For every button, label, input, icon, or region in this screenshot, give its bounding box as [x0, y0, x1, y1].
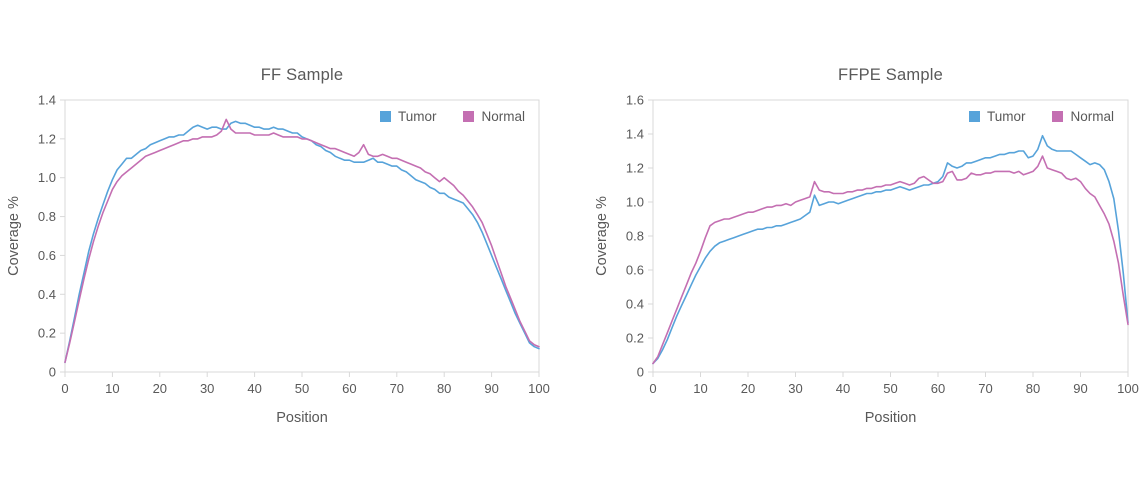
x-tick-label: 80: [437, 381, 451, 396]
x-tick-label: 60: [342, 381, 356, 396]
x-tick-label: 70: [978, 381, 992, 396]
x-tick-label: 70: [390, 381, 404, 396]
legend-label-normal: Normal: [1070, 109, 1114, 124]
y-tick-label: 1.0: [626, 195, 644, 210]
y-tick-label: 0.6: [38, 248, 56, 263]
y-tick-label: 1.0: [38, 170, 56, 185]
y-tick-label: 1.2: [38, 131, 56, 146]
y-tick-label: 0.4: [626, 297, 644, 312]
x-tick-label: 20: [153, 381, 167, 396]
legend-label-tumor: Tumor: [397, 109, 437, 124]
x-tick-label: 50: [295, 381, 309, 396]
legend-item-normal[interactable]: Normal: [463, 109, 525, 124]
x-tick-label: 20: [741, 381, 755, 396]
x-tick-label: 40: [836, 381, 850, 396]
y-tick-label: 0.2: [38, 326, 56, 341]
ffpe-sample-chart: FFPE Sample 0 0.2 0.4 0.6 0.8 1.0 1.2 1.4 1.6 0 10…: [570, 0, 1140, 500]
x-tick-label: 90: [1073, 381, 1087, 396]
y-tick-label: 1.4: [626, 127, 644, 142]
x-tick-label: 30: [788, 381, 802, 396]
legend-label-normal: Normal: [481, 109, 525, 124]
tumor-swatch-icon: [968, 111, 980, 122]
legend: Tumor Normal: [968, 109, 1114, 124]
y-tick-label: 0: [637, 365, 644, 380]
tumor-line: [64, 120, 540, 364]
plot-border: [652, 99, 1129, 373]
x-tick-label: 0: [649, 381, 656, 396]
x-axis-label: Position: [864, 410, 917, 426]
x-axis-label: Position: [276, 410, 328, 426]
x-tick-label: 0: [61, 381, 68, 396]
chart-title: FFPE Sample: [838, 66, 943, 84]
legend-item-normal[interactable]: Normal: [1052, 109, 1114, 124]
chart-title: FF Sample: [260, 66, 344, 84]
plot-area: 0 0.2 0.4 0.6 0.8 1.0 1.2 1.4 1.6 0 10 20 30 40 50 60 70…: [626, 93, 1139, 397]
legend-item-tumor[interactable]: Tumor: [379, 109, 437, 124]
y-tick-label: 0.8: [626, 229, 644, 244]
x-tick-label: 10: [693, 381, 707, 396]
legend-item-tumor[interactable]: Tumor: [968, 109, 1026, 124]
y-tick-label: 1.6: [626, 93, 644, 108]
x-tick-label: 60: [931, 381, 945, 396]
y-tick-label: 0.8: [38, 209, 56, 224]
normal-swatch-icon: [463, 111, 475, 122]
y-tick-label: 0.6: [626, 263, 644, 278]
legend-label-tumor: Tumor: [986, 109, 1026, 124]
y-tick-label: 0.2: [626, 331, 644, 346]
y-axis-label: Coverage %: [594, 196, 610, 276]
x-tick-label: 10: [105, 381, 119, 396]
normal-line: [652, 155, 1129, 365]
ff-sample-chart: FF Sample 0 0.2 0.4 0.6 0.8 1.0 1.2 1.4 0 10 20 30 4…: [6, 66, 550, 426]
x-tick-label: 100: [1117, 381, 1139, 396]
y-tick-label: 0: [49, 365, 56, 380]
legend: Tumor Normal: [379, 109, 525, 124]
x-tick-label: 50: [883, 381, 897, 396]
tumor-swatch-icon: [379, 111, 391, 122]
x-tick-label: 80: [1026, 381, 1040, 396]
y-tick-label: 1.4: [38, 93, 56, 108]
x-tick-label: 40: [247, 381, 261, 396]
x-tick-label: 100: [528, 381, 550, 396]
tumor-line: [652, 134, 1129, 365]
x-tick-label: 30: [200, 381, 214, 396]
y-axis-label: Coverage %: [6, 196, 22, 276]
x-tick-label: 90: [484, 381, 498, 396]
normal-swatch-icon: [1052, 111, 1064, 122]
plot-border: [64, 99, 540, 373]
normal-line: [64, 118, 540, 364]
plot-area: 0 0.2 0.4 0.6 0.8 1.0 1.2 1.4 0 10 20 30 40 50 60 70 80 9…: [38, 93, 550, 397]
y-tick-label: 0.4: [38, 287, 56, 302]
y-tick-label: 1.2: [626, 161, 644, 176]
